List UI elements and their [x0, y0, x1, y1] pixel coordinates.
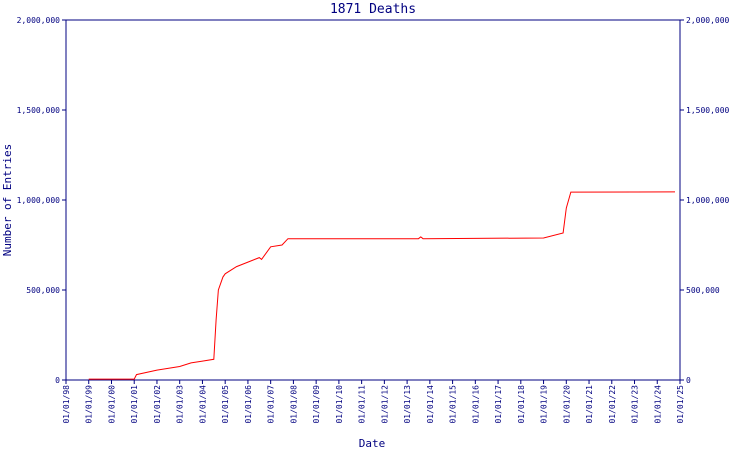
y-tick-label: 1,000,000 — [17, 196, 61, 205]
plot-frame — [65, 19, 681, 381]
x-tick-label: 01/01/21 — [585, 385, 594, 424]
x-tick-label: 01/01/18 — [517, 385, 526, 424]
x-tick-label: 01/01/98 — [62, 385, 71, 424]
x-tick-label: 01/01/08 — [289, 385, 298, 424]
x-tick-label: 01/01/01 — [130, 385, 139, 424]
x-tick-label: 01/01/10 — [335, 385, 344, 424]
x-tick-label: 01/01/03 — [176, 385, 185, 424]
x-tick-label: 01/01/20 — [562, 385, 571, 424]
x-tick-label: 01/01/02 — [153, 385, 162, 424]
x-tick-label: 01/01/23 — [631, 385, 640, 424]
x-tick-label: 01/01/19 — [540, 385, 549, 424]
y2-tick-label: 500,000 — [686, 286, 720, 295]
x-tick-label: 01/01/17 — [494, 385, 503, 424]
y-tick-label: 500,000 — [26, 286, 60, 295]
chart-title: 1871 Deaths — [330, 2, 416, 17]
y2-tick-label: 2,000,000 — [686, 16, 730, 25]
y-axis-title: Number of Entries — [1, 144, 14, 257]
y-tick-label: 2,000,000 — [17, 16, 61, 25]
x-tick-label: 01/01/00 — [107, 385, 116, 424]
x-tick-label: 01/01/16 — [471, 385, 480, 424]
x-tick-label: 01/01/12 — [380, 385, 389, 424]
data-line — [88, 191, 676, 380]
x-tick-label: 01/01/99 — [85, 385, 94, 424]
y-tick-label: 0 — [55, 376, 60, 385]
x-axis-title: Date — [359, 437, 386, 450]
x-tick-label: 01/01/05 — [221, 385, 230, 424]
x-tick-label: 01/01/24 — [653, 385, 662, 424]
x-tick-label: 01/01/13 — [403, 385, 412, 424]
y2-tick-label: 1,500,000 — [686, 106, 730, 115]
y2-tick-label: 1,000,000 — [686, 196, 730, 205]
y2-tick-label: 0 — [686, 376, 691, 385]
x-tick-label: 01/01/09 — [312, 385, 321, 424]
x-tick-label: 01/01/11 — [358, 385, 367, 424]
x-tick-label: 01/01/15 — [449, 385, 458, 424]
x-tick-label: 01/01/22 — [608, 385, 617, 424]
y-tick-label: 1,500,000 — [17, 106, 61, 115]
x-tick-label: 01/01/07 — [267, 385, 276, 424]
x-tick-label: 01/01/06 — [244, 385, 253, 424]
x-tick-label: 01/01/25 — [676, 385, 685, 424]
x-tick-label: 01/01/14 — [426, 385, 435, 424]
x-tick-label: 01/01/04 — [198, 385, 207, 424]
